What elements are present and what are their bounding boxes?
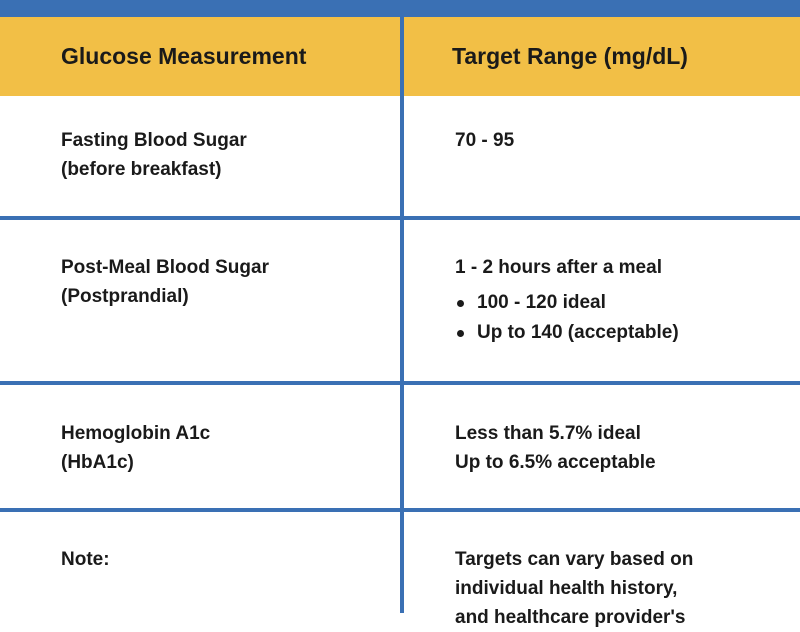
measurement-line: Hemoglobin A1c [61,423,211,444]
target-line: individual health history, [455,578,678,599]
measurement-line: (Postprandial) [61,286,189,307]
measurement-line: Post-Meal Blood Sugar [61,257,269,278]
measurement-line: Note: [61,549,110,570]
bullet-icon [457,330,464,337]
table-top-border [0,0,800,17]
header-measurement: Glucose Measurement [61,43,307,69]
measurement-line: Fasting Blood Sugar [61,130,247,151]
target-bullet-list: 100 - 120 ideal Up to 140 (acceptable) [455,288,795,348]
header-target-range: Target Range (mg/dL) [452,43,688,69]
bullet-icon [457,300,464,307]
target-line: and healthcare provider's [455,607,686,628]
measurement-line: (before breakfast) [61,159,222,180]
target-line: Targets can vary based on [455,549,694,570]
row-fasting-target: 70 - 95 [455,126,795,155]
row-postmeal-target: 1 - 2 hours after a meal 100 - 120 ideal… [455,253,795,348]
row-note-target: Targets can vary based on individual hea… [455,545,795,632]
row-fasting-measurement: Fasting Blood Sugar (before breakfast) [61,126,391,184]
bullet-text: 100 - 120 ideal [477,292,606,313]
row-hba1c-measurement: Hemoglobin A1c (HbA1c) [61,419,391,477]
list-item: 100 - 120 ideal [455,288,795,318]
bullet-text: Up to 140 (acceptable) [477,322,679,343]
row-postmeal-measurement: Post-Meal Blood Sugar (Postprandial) [61,253,391,311]
target-line: 1 - 2 hours after a meal [455,257,662,278]
column-divider [400,17,404,613]
row-hba1c-target: Less than 5.7% ideal Up to 6.5% acceptab… [455,419,795,477]
target-line: 70 - 95 [455,130,515,151]
target-line: Up to 6.5% acceptable [455,452,656,473]
target-line: Less than 5.7% ideal [455,423,641,444]
row-note-measurement: Note: [61,545,391,574]
measurement-line: (HbA1c) [61,452,134,473]
list-item: Up to 140 (acceptable) [455,318,795,348]
